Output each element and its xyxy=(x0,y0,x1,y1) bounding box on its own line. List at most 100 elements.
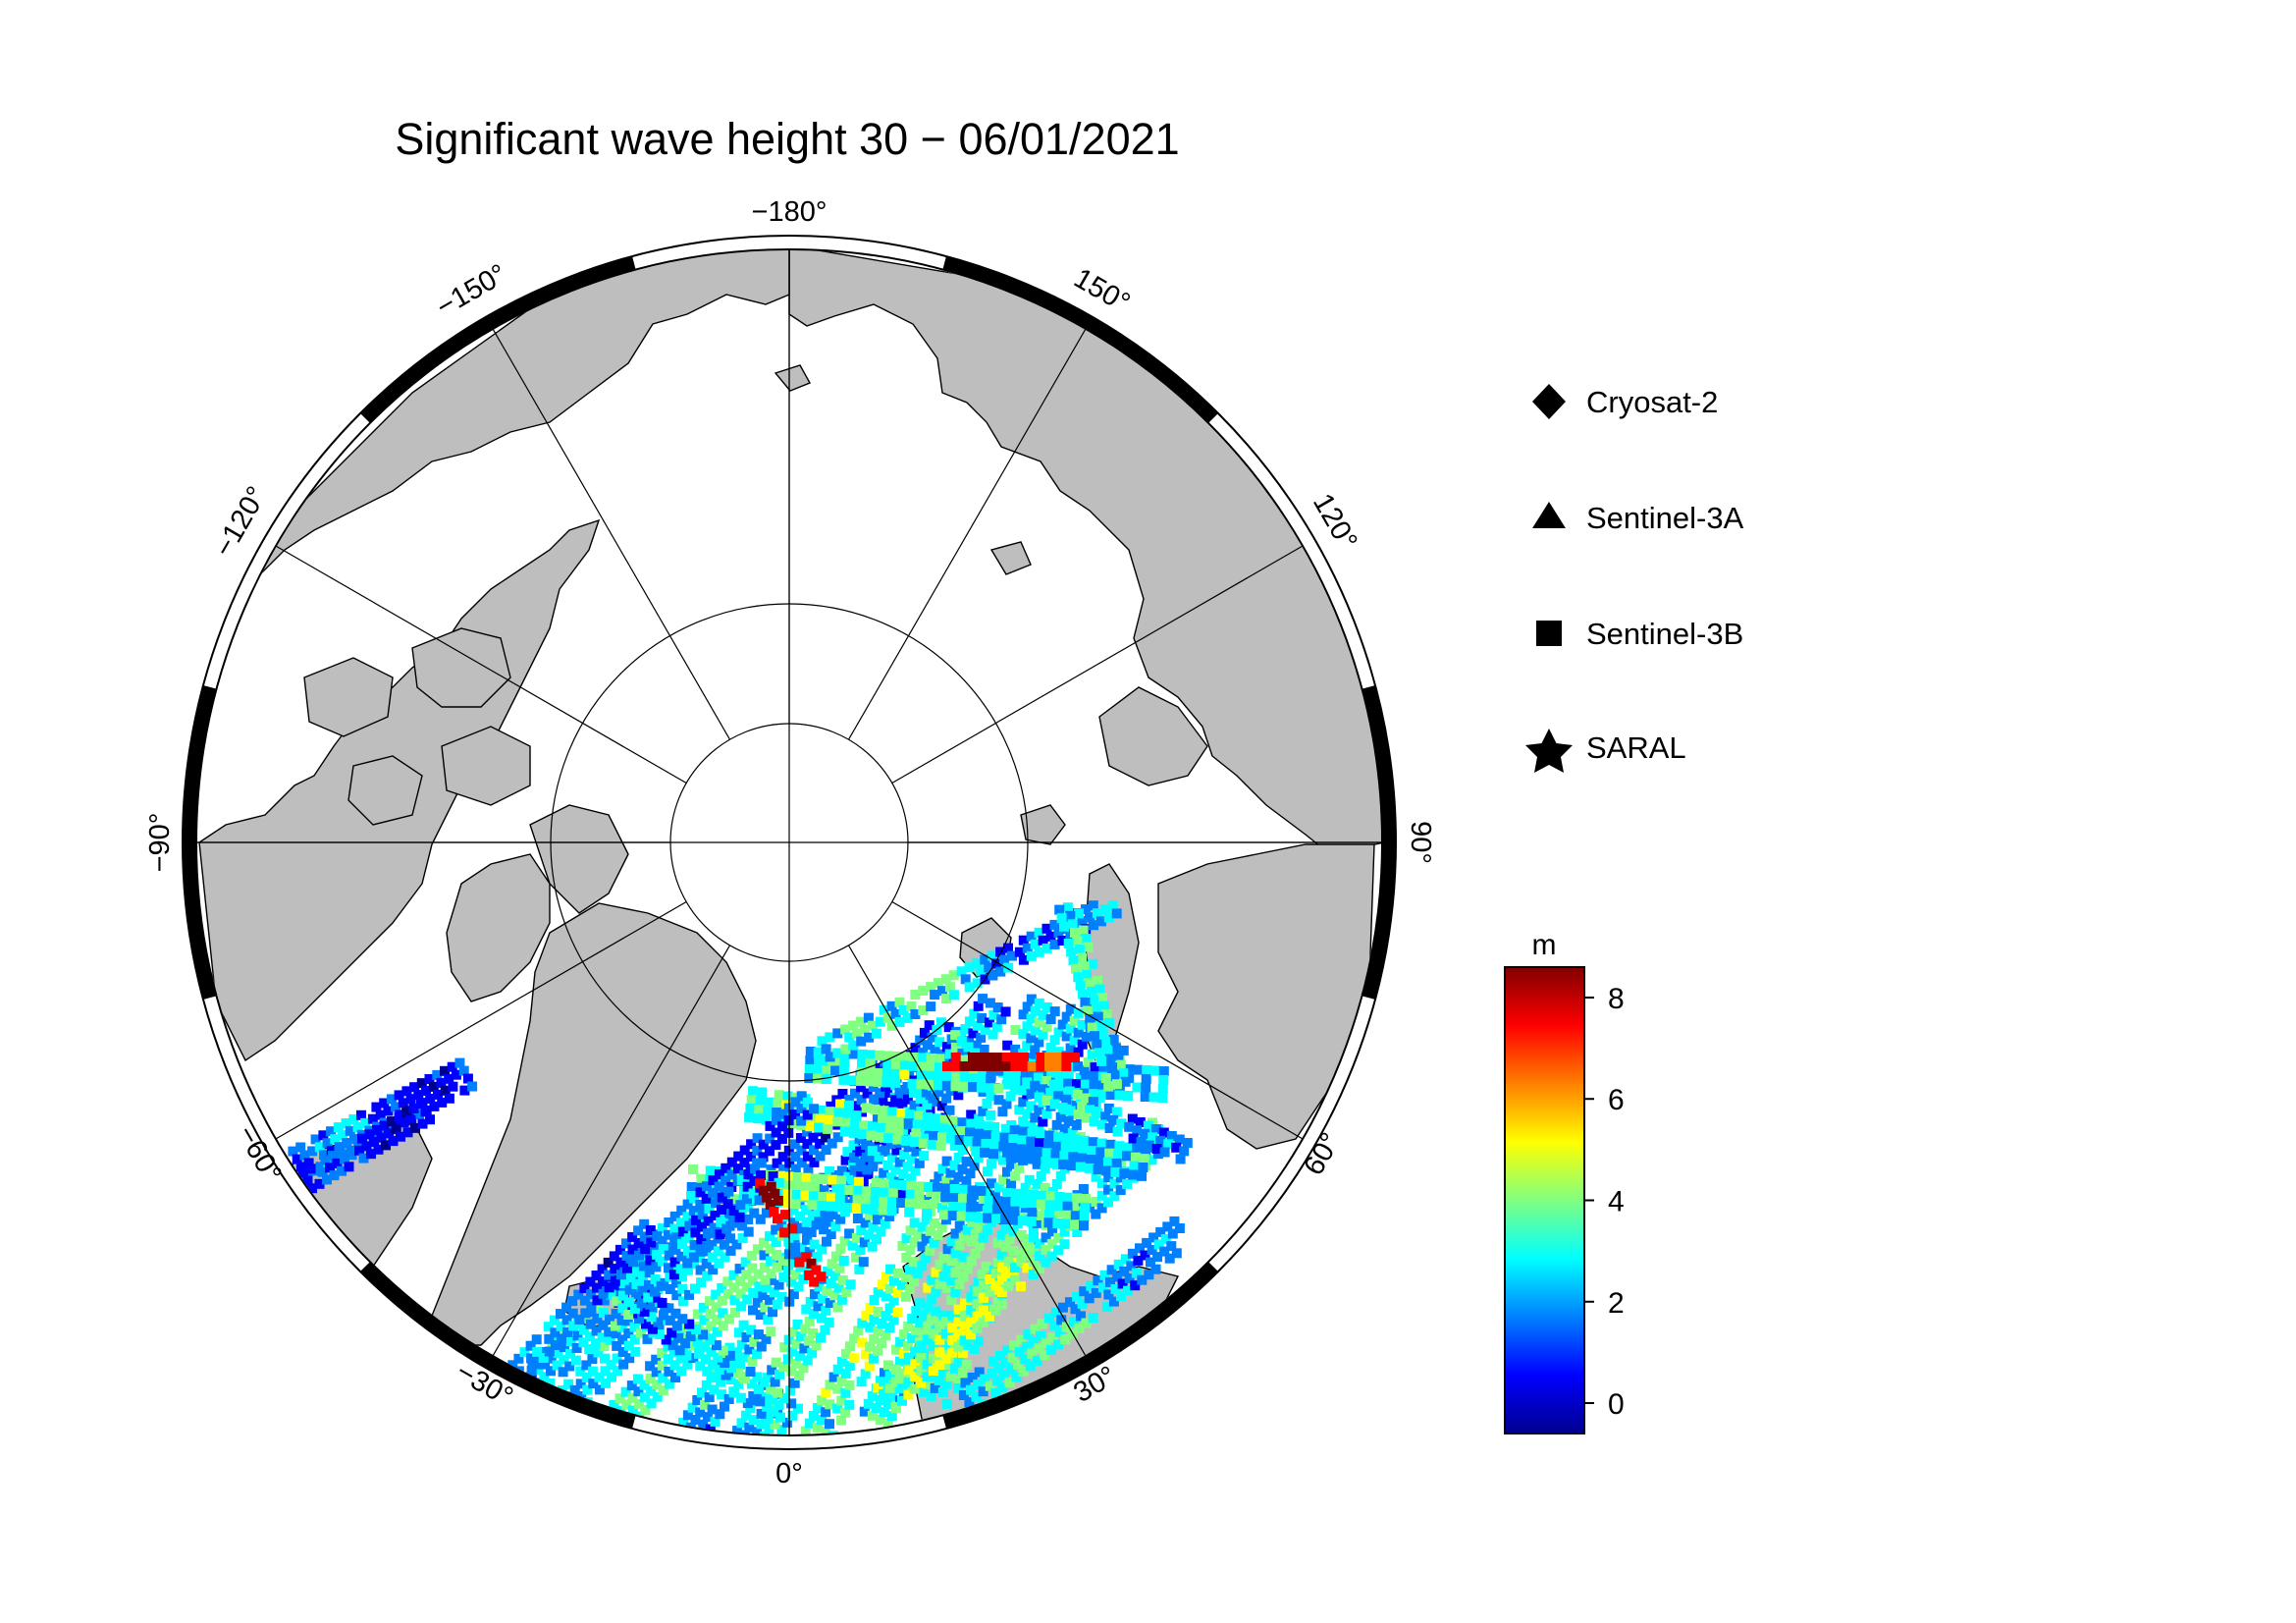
wave-height-sample xyxy=(1057,1302,1068,1313)
wave-height-sample xyxy=(925,1070,935,1081)
wave-height-sample xyxy=(307,1183,317,1194)
wave-height-sample xyxy=(775,1412,785,1423)
wave-height-sample xyxy=(948,1202,959,1212)
wave-height-sample xyxy=(816,1105,827,1115)
wave-height-sample xyxy=(1067,919,1078,930)
wave-height-sample xyxy=(768,1307,778,1318)
wave-height-sample xyxy=(767,1365,777,1376)
wave-height-sample xyxy=(698,1419,709,1430)
wave-height-sample xyxy=(1059,1123,1070,1134)
wave-height-sample xyxy=(770,1377,780,1387)
wave-height-sample xyxy=(873,1307,883,1317)
wave-height-sample xyxy=(749,1336,760,1347)
wave-height-sample xyxy=(1001,1197,1012,1207)
wave-height-sample xyxy=(795,1133,806,1143)
wave-height-sample xyxy=(349,1133,359,1144)
wave-height-sample xyxy=(958,1184,969,1195)
wave-height-sample xyxy=(919,1027,930,1038)
wave-height-sample xyxy=(991,1214,1002,1224)
wave-height-sample xyxy=(802,1126,812,1137)
wave-height-sample xyxy=(1041,1157,1051,1167)
wave-height-sample xyxy=(869,1094,880,1105)
wave-height-sample xyxy=(717,1295,727,1306)
wave-height-sample xyxy=(1013,1359,1024,1370)
wave-height-sample xyxy=(627,1392,638,1403)
wave-height-sample xyxy=(888,1295,899,1306)
wave-height-sample xyxy=(752,1297,763,1308)
wave-height-sample xyxy=(670,1244,681,1255)
wave-height-sample xyxy=(1030,1005,1041,1016)
wave-height-sample xyxy=(783,1265,793,1275)
wave-height-sample xyxy=(980,1374,990,1384)
wave-height-sample xyxy=(1014,947,1025,957)
wave-height-sample xyxy=(702,1241,713,1251)
wave-height-sample xyxy=(1095,984,1105,995)
wave-height-sample xyxy=(882,1087,893,1098)
wave-height-sample xyxy=(920,1131,931,1142)
wave-height-sample xyxy=(593,1301,604,1312)
wave-height-sample xyxy=(1000,1215,1010,1224)
wave-height-sample xyxy=(604,1326,614,1337)
wave-height-sample xyxy=(985,1311,995,1322)
wave-height-sample xyxy=(922,1359,933,1370)
wave-height-sample xyxy=(1072,1193,1083,1204)
wave-height-sample xyxy=(1166,1241,1177,1252)
wave-height-sample xyxy=(878,1205,888,1216)
wave-height-sample xyxy=(1097,1080,1108,1091)
wave-height-sample xyxy=(826,1229,836,1239)
wave-height-sample xyxy=(669,1360,680,1371)
wave-height-sample xyxy=(683,1233,694,1244)
wave-height-sample xyxy=(507,1360,518,1371)
wave-height-sample xyxy=(1124,1064,1135,1075)
wave-height-sample xyxy=(763,1314,774,1325)
wave-height-sample xyxy=(788,1205,799,1216)
wave-height-sample xyxy=(629,1334,640,1345)
wave-height-sample xyxy=(851,1110,862,1121)
wave-height-sample xyxy=(995,966,1006,977)
wave-height-sample xyxy=(813,1403,824,1413)
wave-height-sample xyxy=(593,1347,604,1358)
wave-height-sample xyxy=(746,1325,757,1335)
wave-height-sample xyxy=(957,1367,968,1378)
wave-height-sample xyxy=(934,1375,944,1385)
wave-height-sample xyxy=(1078,1184,1089,1194)
wave-height-sample xyxy=(1077,1039,1088,1050)
wave-height-sample xyxy=(811,1265,822,1275)
wave-height-sample xyxy=(938,1310,949,1321)
wave-height-sample xyxy=(1026,1136,1037,1147)
wave-height-sample xyxy=(828,1372,839,1382)
wave-height-sample xyxy=(884,1382,895,1393)
wave-height-sample xyxy=(950,1248,961,1259)
wave-height-sample xyxy=(707,1359,718,1370)
wave-height-sample xyxy=(813,1048,824,1058)
wave-height-sample xyxy=(697,1387,707,1398)
wave-height-sample xyxy=(1006,1365,1016,1376)
wave-height-sample xyxy=(964,1036,974,1047)
wave-height-sample xyxy=(1136,1137,1147,1147)
wave-height-sample xyxy=(640,1244,651,1255)
wave-height-sample xyxy=(804,1073,815,1083)
wave-height-sample xyxy=(823,1217,833,1227)
wave-height-sample xyxy=(1034,1017,1044,1028)
wave-height-sample xyxy=(832,1403,843,1414)
wave-height-sample xyxy=(1028,1244,1039,1255)
wave-height-sample xyxy=(805,1047,816,1056)
wave-height-sample xyxy=(1038,1084,1048,1095)
wave-height-sample xyxy=(911,1128,922,1139)
wave-height-sample xyxy=(992,1237,1003,1248)
wave-height-sample xyxy=(847,1240,858,1251)
wave-height-sample xyxy=(732,1347,742,1358)
wave-height-sample xyxy=(1077,952,1088,963)
wave-height-sample xyxy=(425,1094,436,1104)
wave-height-sample xyxy=(1063,1192,1074,1203)
wave-height-sample xyxy=(714,1181,724,1192)
wave-height-sample xyxy=(790,1152,801,1162)
wave-height-sample xyxy=(973,1276,984,1287)
wave-height-sample xyxy=(865,1067,876,1078)
wave-height-sample xyxy=(1022,1238,1033,1249)
wave-height-sample xyxy=(720,1401,729,1412)
wave-height-sample xyxy=(966,1292,977,1303)
wave-height-sample xyxy=(790,1270,801,1280)
wave-height-sample xyxy=(791,1190,802,1200)
wave-height-sample xyxy=(574,1314,585,1325)
